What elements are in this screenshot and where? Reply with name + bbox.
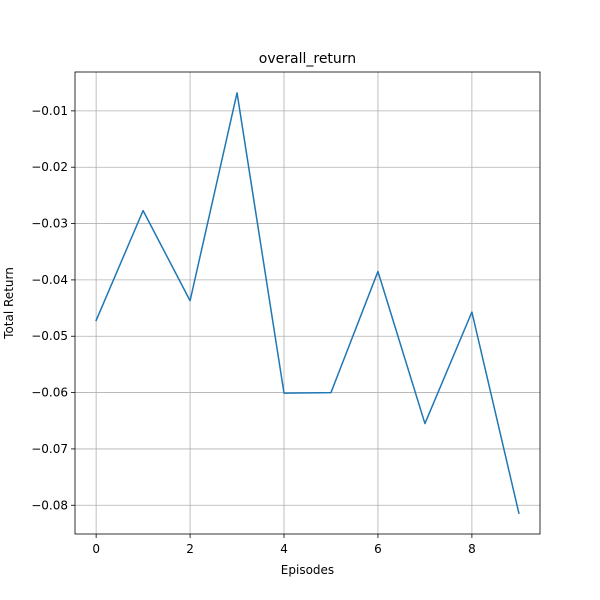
x-tick-label: 2 [186,542,194,556]
y-tick-label: −0.08 [31,498,68,512]
x-tick-label: 0 [92,542,100,556]
x-tick-label: 4 [280,542,288,556]
y-tick-label: −0.05 [31,329,68,343]
plot-frame [74,71,541,535]
x-tick-label: 6 [374,542,382,556]
chart-title: overall_return [259,51,356,67]
y-axis-label: Total Return [2,267,16,340]
series-layer [95,92,520,515]
y-tick-label: −0.02 [31,160,68,174]
y-tick-label: −0.06 [31,386,68,400]
y-tick-label: −0.01 [31,104,68,118]
x-axis-label: Episodes [281,563,334,577]
y-tick-label: −0.04 [31,273,68,287]
y-tick-label: −0.07 [31,442,68,456]
axis-ticks: 0 2 4 6 8 −0.08 −0.07 −0.06 −0.05 −0.04 −0.03 −0.02… [31,104,475,556]
x-tick-label: 8 [468,542,476,556]
grid-lines [75,72,540,534]
y-tick-label: −0.03 [31,217,68,231]
series-line [95,92,520,515]
